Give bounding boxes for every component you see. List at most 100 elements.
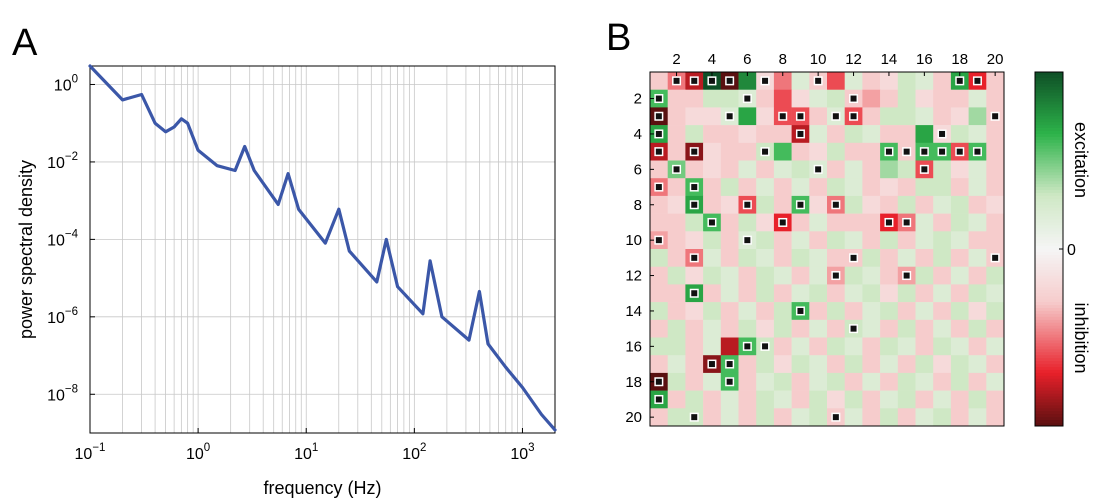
colorbar-segment <box>1035 266 1063 271</box>
heatmap-cell <box>897 249 916 267</box>
heatmap-cell <box>986 302 1005 321</box>
colorbar-segment <box>1035 337 1063 341</box>
heatmap-cell <box>933 178 952 197</box>
heatmap-cell <box>933 160 952 179</box>
heatmap-cell <box>968 178 987 197</box>
heatmap-cell <box>809 249 828 267</box>
heatmap-cell <box>809 107 828 126</box>
heatmap-cell <box>809 372 828 391</box>
heatmap-cell <box>986 390 1005 409</box>
y-tick-label: 10 <box>625 232 642 249</box>
connection-marker <box>939 148 946 155</box>
colorbar-segment <box>1035 92 1063 96</box>
heatmap-cell <box>703 408 722 427</box>
heatmap-cell <box>650 160 668 179</box>
heatmap-cell <box>880 355 899 374</box>
heatmap-cell <box>897 319 916 338</box>
heatmap-cell <box>756 372 775 391</box>
colorbar-segment <box>1035 411 1063 415</box>
heatmap-cell <box>844 72 863 90</box>
colorbar-segment <box>1035 154 1063 158</box>
heatmap-cell <box>791 231 810 250</box>
connection-marker <box>956 148 963 155</box>
heatmap-cell <box>791 266 810 285</box>
heatmap-cell <box>827 231 845 250</box>
heatmap-cell <box>667 195 686 214</box>
heatmap-cell <box>650 195 668 214</box>
heatmap-cell <box>791 355 810 374</box>
heatmap-cell <box>773 125 792 144</box>
colorbar-segment <box>1035 405 1063 409</box>
heatmap-cell <box>915 178 934 197</box>
heatmap-cell <box>827 213 845 232</box>
heatmap-cell <box>809 266 828 285</box>
heatmap-cell <box>844 337 863 356</box>
heatmap-cell <box>950 302 969 321</box>
connection-marker <box>762 343 769 350</box>
heatmap-cell <box>880 107 899 126</box>
colorbar-segment <box>1035 361 1063 365</box>
connection-marker <box>850 95 857 102</box>
connection-marker <box>726 361 733 368</box>
heatmap-cell <box>862 266 881 285</box>
heatmap-cell <box>862 107 881 126</box>
colorbar-segment <box>1035 195 1063 200</box>
heatmap-cell <box>738 142 757 161</box>
y-tick-label: 10−8 <box>47 383 78 404</box>
heatmap-cell <box>791 160 810 179</box>
connection-marker <box>797 201 804 208</box>
heatmap-cell <box>844 372 863 391</box>
heatmap-cell <box>720 319 739 338</box>
colorbar-segment <box>1035 128 1063 132</box>
heatmap-cell <box>667 337 686 356</box>
colorbar-segment <box>1035 113 1063 117</box>
colorbar-segment <box>1035 369 1063 374</box>
connectivity-heatmap: 2 4 6 8 10 12 14 16 18 20 2 4 6 8 10 12 14 16 18 20 0 excitat… <box>625 51 1091 427</box>
heatmap-cell <box>685 160 704 179</box>
heatmap-cell <box>773 266 792 285</box>
y-tick-label: 8 <box>634 197 642 214</box>
y-tick-label: 10−4 <box>47 228 79 249</box>
heatmap-cell <box>720 178 739 197</box>
colorbar-segment <box>1035 331 1063 335</box>
y-tick-label: 2 <box>634 91 642 108</box>
heatmap-cell <box>738 372 757 391</box>
heatmap-cell <box>880 284 899 303</box>
panel-label-a: A <box>12 22 38 64</box>
heatmap-cell <box>862 160 881 179</box>
heatmap-cell <box>880 372 899 391</box>
heatmap-cell <box>738 319 757 338</box>
heatmap-cell <box>862 284 881 303</box>
heatmap-cell <box>791 408 810 427</box>
heatmap-cell <box>986 213 1005 232</box>
x-tick-label: 10−1 <box>75 442 106 463</box>
heatmap-frame <box>649 71 1005 427</box>
heatmap-cell <box>720 302 739 321</box>
heatmap-cell <box>968 249 987 267</box>
heatmap-cell <box>880 408 899 427</box>
heatmap-cell <box>844 213 863 232</box>
connection-marker <box>832 201 839 208</box>
heatmap-cell <box>773 284 792 303</box>
heatmap-cell <box>773 249 792 267</box>
heatmap-cell <box>986 142 1005 161</box>
heatmap-cell <box>915 89 934 108</box>
colorbar-segment <box>1035 367 1063 371</box>
x-tick-label: 16 <box>916 51 933 68</box>
heatmap-cell <box>862 231 881 250</box>
colorbar-segment <box>1035 237 1063 241</box>
heatmap-cell <box>773 337 792 356</box>
heatmap-cell <box>809 284 828 303</box>
heatmap-cell <box>950 231 969 250</box>
connection-marker <box>885 148 892 155</box>
colorbar-segment <box>1035 352 1063 356</box>
connection-marker <box>850 113 857 120</box>
connection-marker <box>655 148 662 155</box>
colorbar-segment <box>1035 402 1063 406</box>
heatmap-cell <box>756 390 775 409</box>
heatmap-cell <box>986 355 1005 374</box>
connection-marker <box>921 166 928 173</box>
heatmap-cell <box>703 302 722 321</box>
colorbar-segment <box>1035 192 1063 197</box>
